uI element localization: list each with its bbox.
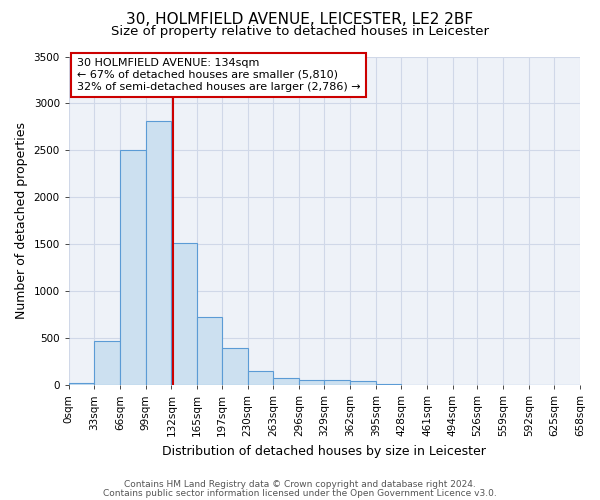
Y-axis label: Number of detached properties: Number of detached properties (15, 122, 28, 320)
Bar (222, 348, 248, 385)
Text: 30 HOLMFIELD AVENUE: 134sqm
← 67% of detached houses are smaller (5,810)
32% of : 30 HOLMFIELD AVENUE: 134sqm ← 67% of det… (77, 58, 360, 92)
Text: 30, HOLMFIELD AVENUE, LEICESTER, LE2 2BF: 30, HOLMFIELD AVENUE, LEICESTER, LE2 2BF (127, 12, 473, 28)
Bar (146, 122, 172, 385)
Bar (197, 318, 222, 385)
Bar (350, 382, 376, 385)
Bar (273, 378, 299, 385)
Bar (69, 383, 94, 385)
Bar (172, 244, 197, 385)
Text: Contains public sector information licensed under the Open Government Licence v3: Contains public sector information licen… (103, 488, 497, 498)
Bar (325, 380, 350, 385)
X-axis label: Distribution of detached houses by size in Leicester: Distribution of detached houses by size … (163, 444, 487, 458)
Bar (248, 371, 273, 385)
Text: Size of property relative to detached houses in Leicester: Size of property relative to detached ho… (111, 25, 489, 38)
Bar (376, 384, 401, 385)
Bar (120, 150, 146, 385)
Bar (299, 380, 325, 385)
Text: Contains HM Land Registry data © Crown copyright and database right 2024.: Contains HM Land Registry data © Crown c… (124, 480, 476, 489)
Bar (94, 341, 120, 385)
